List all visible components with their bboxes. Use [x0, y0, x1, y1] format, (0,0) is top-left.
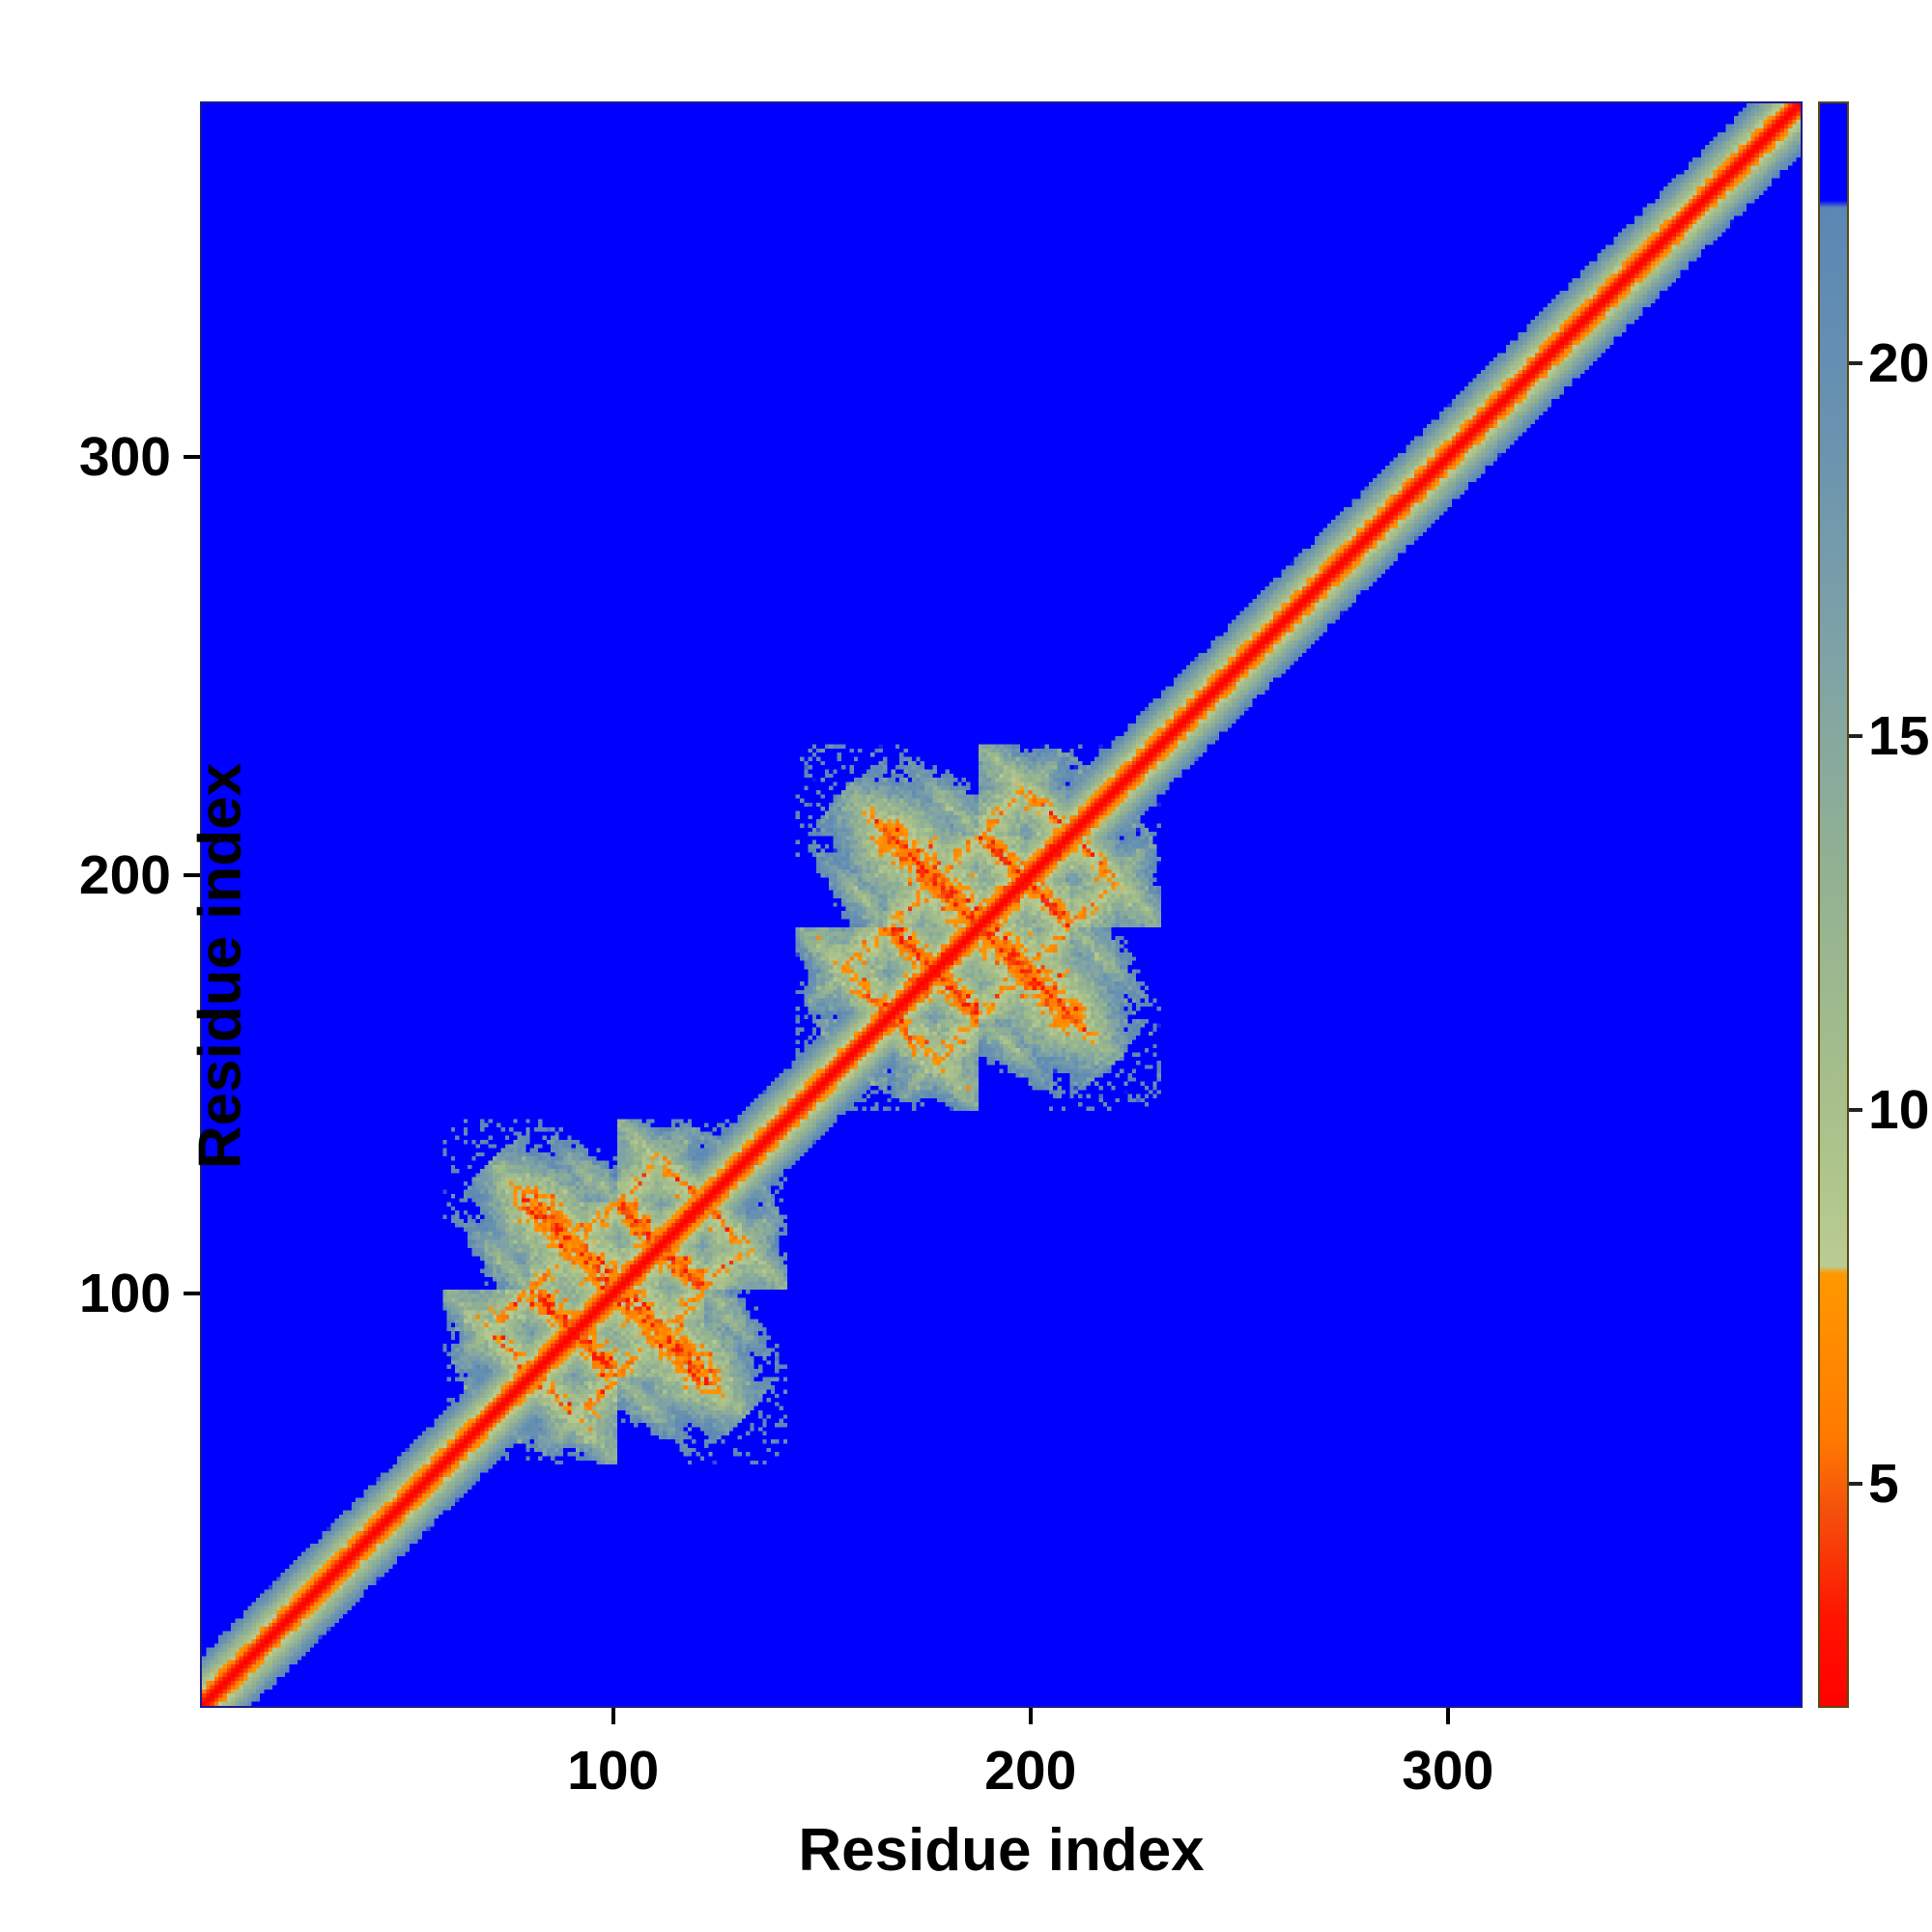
- y-tick-label: 200: [78, 844, 171, 907]
- colorbar-tick-mark: [1849, 1108, 1862, 1113]
- y-tick-label: 300: [78, 426, 171, 489]
- x-tick-mark: [1028, 1708, 1033, 1724]
- colorbar-tick-label: 15: [1868, 705, 1930, 768]
- colorbar-tick-mark: [1849, 734, 1862, 739]
- x-tick-label: 200: [984, 1740, 1077, 1802]
- colorbar-tick-mark: [1849, 360, 1862, 365]
- colorbar-tick-label: 5: [1868, 1452, 1899, 1515]
- y-tick-label: 100: [78, 1263, 171, 1325]
- x-tick-mark: [1445, 1708, 1450, 1724]
- y-axis-title: Residue index: [186, 762, 254, 1170]
- colorbar-tick-label: 20: [1868, 331, 1930, 394]
- x-tick-mark: [611, 1708, 615, 1724]
- y-tick-mark: [184, 1292, 200, 1296]
- y-tick-mark: [184, 455, 200, 460]
- x-tick-label: 100: [567, 1740, 660, 1802]
- colorbar-gradient: [1818, 101, 1849, 1708]
- x-axis-title: Residue index: [798, 1817, 1205, 1884]
- y-tick-mark: [184, 873, 200, 878]
- distance-matrix-heatmap: [202, 103, 1801, 1706]
- colorbar-tick-mark: [1849, 1481, 1862, 1486]
- colorbar-tick-label: 10: [1868, 1079, 1930, 1142]
- colorbar: 5 10 15 20: [1818, 101, 1929, 1708]
- heatmap-plot-area: [200, 101, 1803, 1708]
- x-tick-label: 300: [1402, 1740, 1494, 1802]
